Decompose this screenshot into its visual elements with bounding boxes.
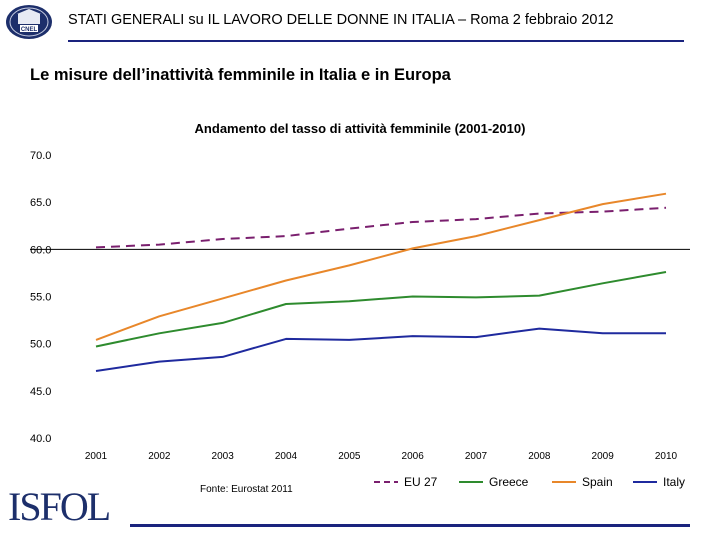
y-tick-label: 50.0 xyxy=(30,339,51,351)
x-tick-label: 2003 xyxy=(212,451,235,462)
y-tick-label: 60.0 xyxy=(30,244,51,256)
legend-label: Spain xyxy=(582,475,613,489)
chart-title: Andamento del tasso di attività femminil… xyxy=(195,121,526,136)
series-line-greece xyxy=(95,271,667,348)
y-tick-label: 65.0 xyxy=(30,197,51,209)
y-tick-label: 55.0 xyxy=(30,292,51,304)
x-tick-label: 2004 xyxy=(275,451,298,462)
y-tick-label: 45.0 xyxy=(30,386,51,398)
header-title: STATI GENERALI su IL LAVORO DELLE DONNE … xyxy=(68,12,614,28)
legend-label: Italy xyxy=(663,475,685,489)
series-line-italy xyxy=(95,327,666,372)
x-tick-label: 2001 xyxy=(85,451,108,462)
x-tick-label: 2005 xyxy=(338,451,361,462)
x-tick-label: 2008 xyxy=(528,451,551,462)
header-divider xyxy=(68,40,684,42)
series-line-eu-27 xyxy=(95,206,667,249)
isfol-logo: ISFOL xyxy=(8,484,112,529)
series-line-spain xyxy=(95,192,667,341)
chart-source: Fonte: Eurostat 2011 xyxy=(200,484,293,495)
y-tick-label: 40.0 xyxy=(30,433,51,445)
legend-label: Greece xyxy=(489,475,529,489)
y-tick-label: 70.0 xyxy=(30,150,51,162)
page-subtitle: Le misure dell’inattività femminile in I… xyxy=(30,66,451,84)
x-tick-label: 2007 xyxy=(465,451,488,462)
logo-text: ISFOL xyxy=(8,484,110,529)
footer-divider xyxy=(130,524,690,527)
x-tick-label: 2002 xyxy=(148,451,171,462)
seal-text: CNEL xyxy=(21,27,38,33)
x-tick-label: 2010 xyxy=(655,451,678,462)
cnel-seal-logo: CNEL xyxy=(6,5,52,39)
x-tick-label: 2006 xyxy=(402,451,425,462)
legend-label: EU 27 xyxy=(404,475,438,489)
x-tick-label: 2009 xyxy=(592,451,615,462)
